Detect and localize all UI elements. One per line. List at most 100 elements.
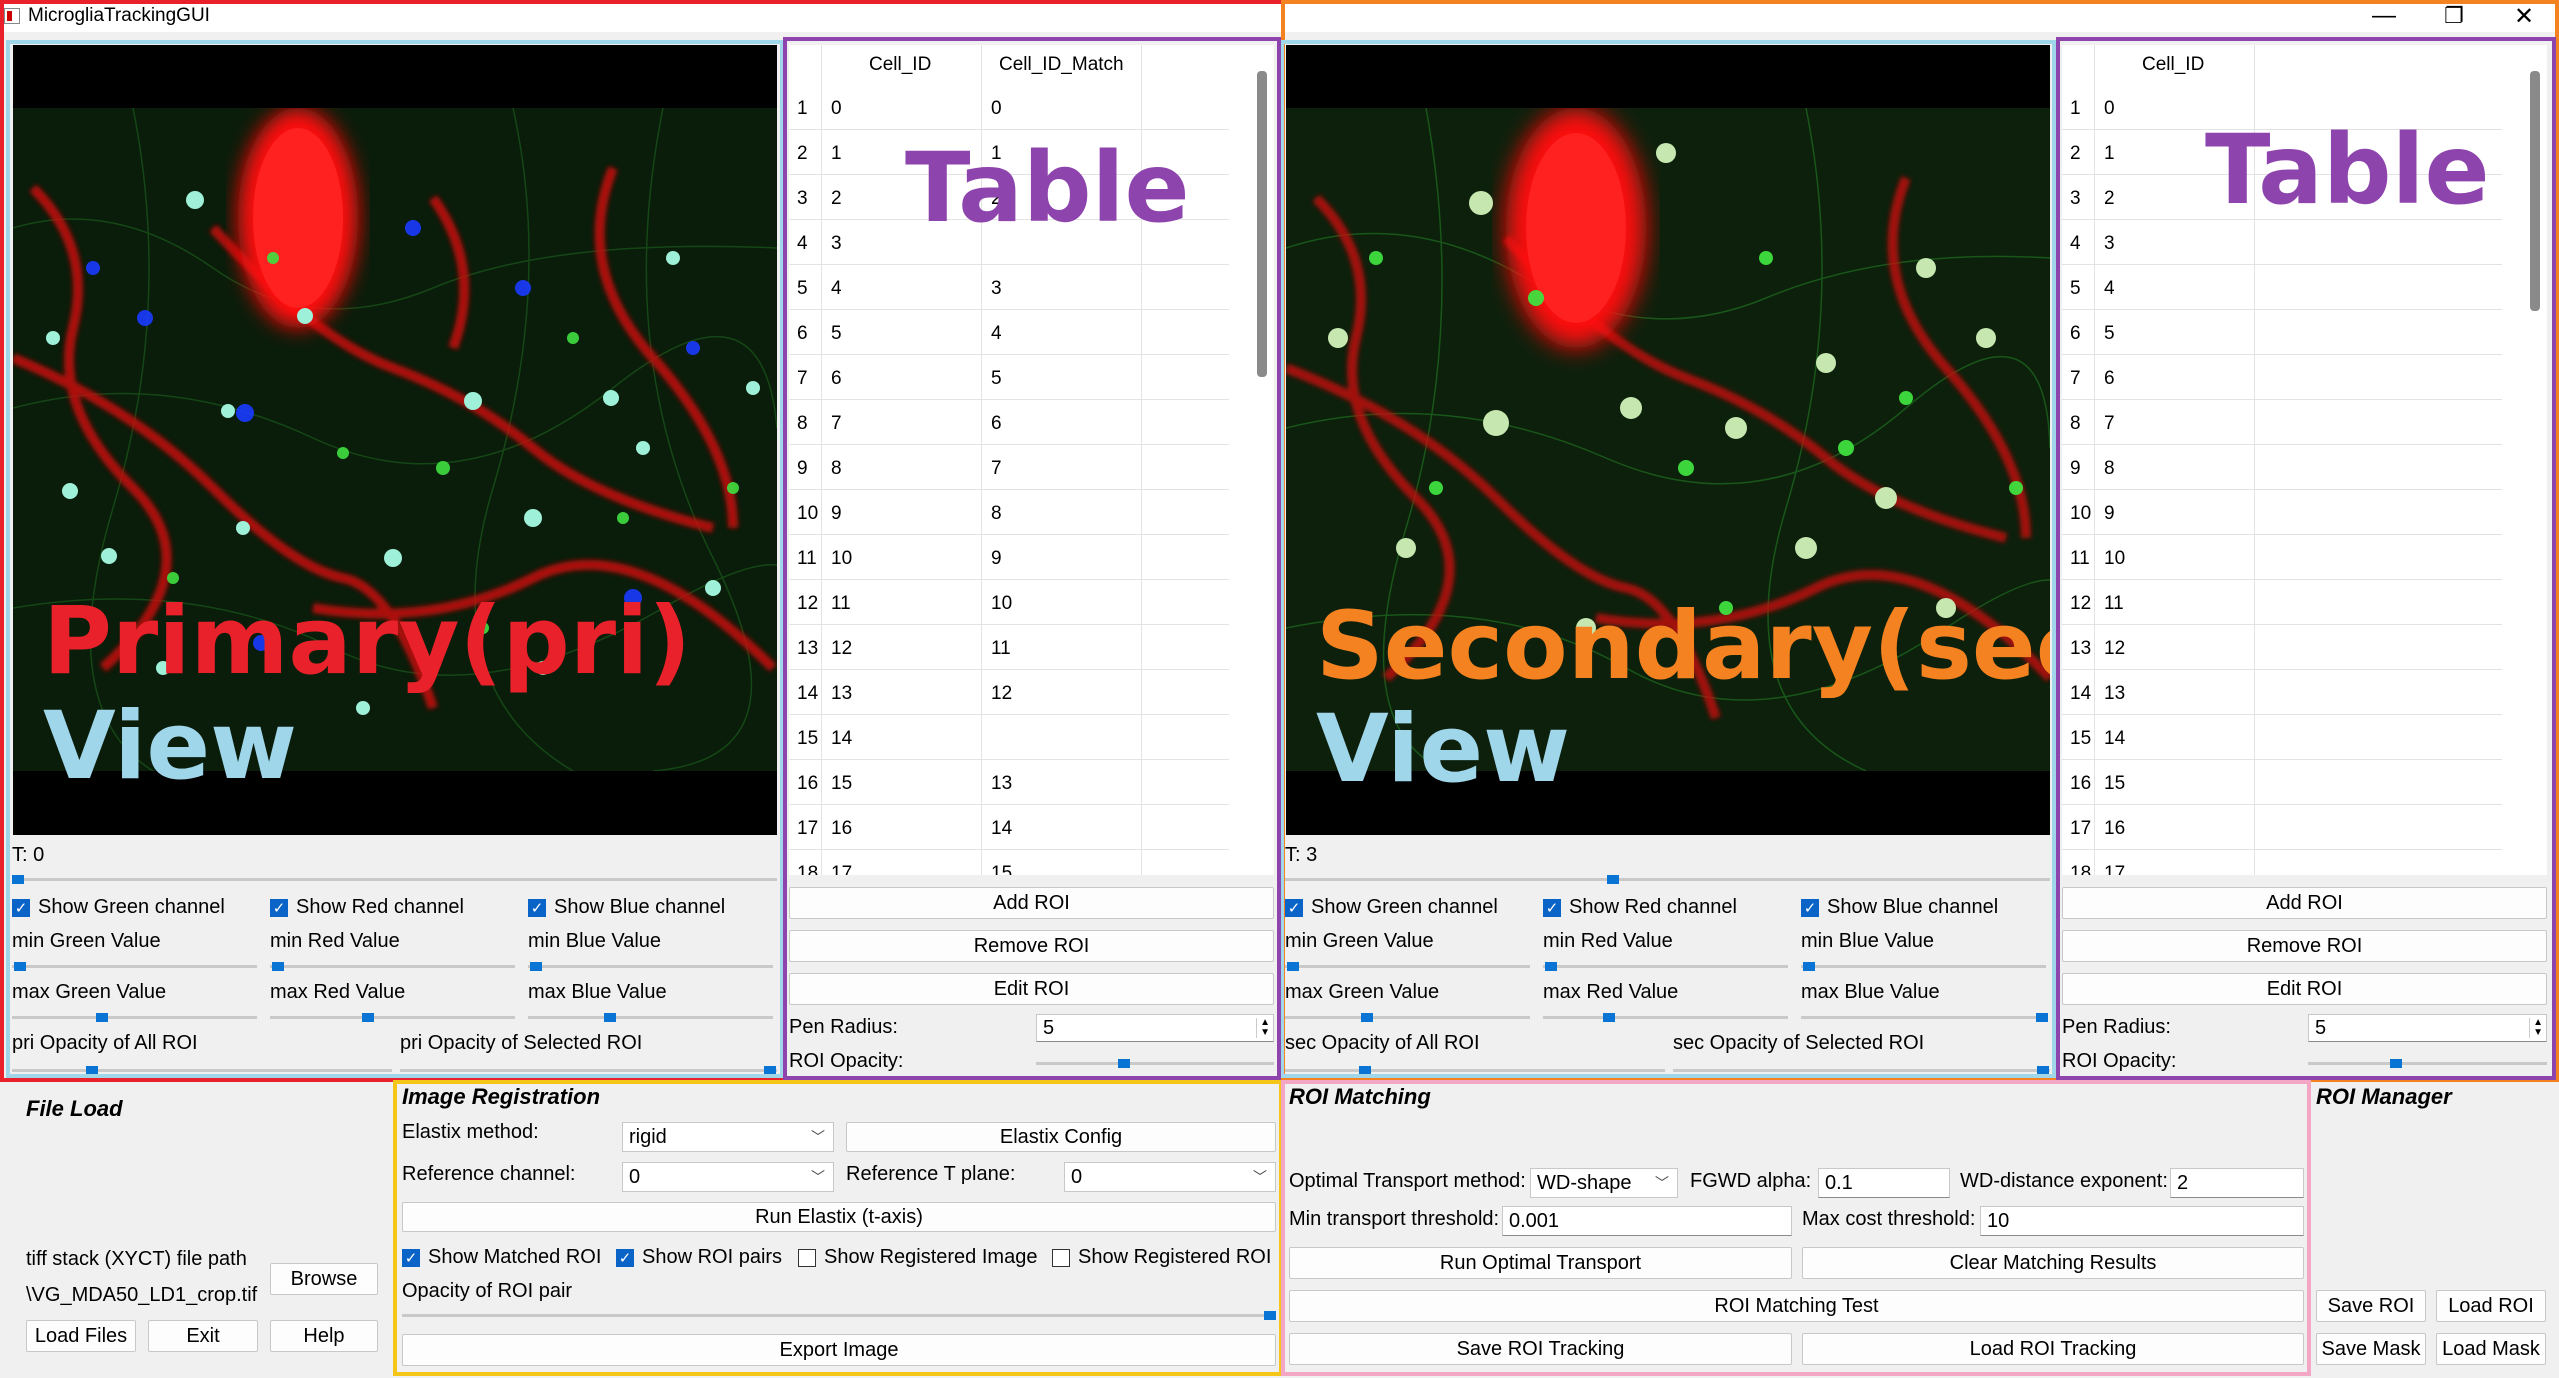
- table-cell[interactable]: 17: [2104, 863, 2126, 875]
- load-roi-button[interactable]: Load ROI: [2436, 1290, 2546, 1322]
- table-cell[interactable]: 11: [831, 593, 851, 614]
- sec-pen-radius-spinbox[interactable]: 5 ▲ ▼: [2308, 1014, 2547, 1042]
- table-cell[interactable]: 0: [991, 98, 1002, 119]
- table-row-index[interactable]: 15: [797, 728, 819, 749]
- primary-t-slider[interactable]: [12, 878, 777, 881]
- table-row-index[interactable]: 2: [2070, 143, 2081, 164]
- table-cell[interactable]: 5: [2104, 323, 2115, 344]
- primary-max-red-handle[interactable]: [362, 1013, 374, 1022]
- sec-add-roi-button[interactable]: Add ROI: [2062, 887, 2547, 919]
- table-cell[interactable]: 2: [2104, 188, 2115, 209]
- table-cell[interactable]: 8: [991, 503, 1002, 524]
- table-cell[interactable]: 14: [831, 728, 853, 749]
- secondary-max-green-handle[interactable]: [1361, 1013, 1373, 1022]
- secondary-table-scrollbar[interactable]: [2530, 71, 2540, 311]
- secondary-t-slider[interactable]: [1285, 878, 2050, 881]
- table-row-index[interactable]: 11: [797, 548, 817, 569]
- table-cell[interactable]: 3: [991, 278, 1002, 299]
- secondary-min-green-slider[interactable]: [1285, 965, 1530, 968]
- min-transport-input[interactable]: 0.001: [1502, 1206, 1792, 1236]
- table-row-index[interactable]: 8: [2070, 413, 2081, 434]
- table-row-index[interactable]: 6: [2070, 323, 2081, 344]
- opacity-roi-pair-handle[interactable]: [1264, 1311, 1276, 1320]
- table-row-index[interactable]: 14: [2070, 683, 2092, 704]
- secondary-micrograph[interactable]: [1286, 107, 2050, 772]
- primary-max-blue-handle[interactable]: [604, 1013, 616, 1022]
- pri-add-roi-button[interactable]: Add ROI: [789, 887, 1274, 919]
- load-mask-button[interactable]: Load Mask: [2436, 1333, 2546, 1365]
- table-row-index[interactable]: 13: [797, 638, 819, 659]
- table-cell[interactable]: 1: [831, 143, 842, 164]
- table-row-index[interactable]: 5: [797, 278, 808, 299]
- primary-micrograph[interactable]: [13, 107, 777, 772]
- table-row-index[interactable]: 17: [2070, 818, 2092, 839]
- help-button[interactable]: Help: [270, 1320, 378, 1352]
- table-row-index[interactable]: 8: [797, 413, 808, 434]
- table-cell[interactable]: 9: [831, 503, 842, 524]
- table-cell[interactable]: 1: [2104, 143, 2115, 164]
- export-image-button[interactable]: Export Image: [402, 1334, 1276, 1366]
- table-cell[interactable]: 0: [2104, 98, 2115, 119]
- sec-remove-roi-button[interactable]: Remove ROI: [2062, 930, 2547, 962]
- primary-max-green-slider[interactable]: [12, 1016, 257, 1019]
- clear-matching-results-button[interactable]: Clear Matching Results: [1802, 1247, 2304, 1279]
- elastix-method-select[interactable]: rigid ﹀: [622, 1122, 834, 1152]
- table-row-index[interactable]: 9: [2070, 458, 2081, 479]
- table-cell[interactable]: 8: [831, 458, 842, 479]
- table-row-index[interactable]: 16: [2070, 773, 2092, 794]
- secondary-min-blue-slider[interactable]: [1801, 965, 2046, 968]
- ref-t-plane-select[interactable]: 0 ﹀: [1064, 1162, 1276, 1192]
- table-row-index[interactable]: 6: [797, 323, 808, 344]
- table-row-index[interactable]: 18: [2070, 863, 2092, 875]
- table-cell[interactable]: 12: [991, 683, 1013, 704]
- primary-show-green-checkbox[interactable]: ✓ Show Green channel: [12, 896, 225, 919]
- table-cell[interactable]: 13: [831, 683, 853, 704]
- table-cell[interactable]: 14: [2104, 728, 2126, 749]
- table-row-index[interactable]: 12: [2070, 593, 2092, 614]
- table-row-index[interactable]: 17: [797, 818, 819, 839]
- primary-opacity-all-handle[interactable]: [86, 1066, 98, 1075]
- table-cell[interactable]: 6: [831, 368, 842, 389]
- fgwd-alpha-input[interactable]: 0.1: [1818, 1168, 1950, 1198]
- table-cell[interactable]: 11: [991, 638, 1011, 659]
- table-cell[interactable]: 9: [2104, 503, 2115, 524]
- secondary-max-blue-handle[interactable]: [2036, 1013, 2048, 1022]
- secondary-image-view[interactable]: Secondary(sec) View: [1286, 45, 2050, 835]
- table-row-index[interactable]: 15: [2070, 728, 2092, 749]
- table-row-index[interactable]: 13: [2070, 638, 2092, 659]
- pri-pen-radius-spinbox[interactable]: 5 ▲ ▼: [1036, 1014, 1274, 1042]
- run-elastix-button[interactable]: Run Elastix (t-axis): [402, 1202, 1276, 1232]
- primary-max-green-handle[interactable]: [96, 1013, 108, 1022]
- file-path-value[interactable]: \VG_MDA50_LD1_crop.tif: [26, 1284, 258, 1306]
- table-row-index[interactable]: 10: [797, 503, 819, 524]
- primary-min-green-slider[interactable]: [12, 965, 257, 968]
- save-roi-tracking-button[interactable]: Save ROI Tracking: [1289, 1333, 1792, 1365]
- table-cell[interactable]: 15: [991, 863, 1013, 875]
- primary-t-slider-handle[interactable]: [12, 875, 24, 884]
- secondary-max-red-slider[interactable]: [1543, 1016, 1788, 1019]
- table-cell[interactable]: 6: [991, 413, 1002, 434]
- sec-roi-opacity-handle[interactable]: [2390, 1059, 2402, 1068]
- secondary-show-green-checkbox[interactable]: ✓ Show Green channel: [1285, 896, 1498, 919]
- secondary-max-green-slider[interactable]: [1285, 1016, 1530, 1019]
- table-cell[interactable]: 7: [991, 458, 1002, 479]
- show-matched-roi-checkbox[interactable]: ✓ Show Matched ROI: [402, 1246, 601, 1269]
- secondary-max-red-handle[interactable]: [1603, 1013, 1615, 1022]
- table-cell[interactable]: 10: [2104, 548, 2126, 569]
- primary-min-blue-handle[interactable]: [530, 962, 542, 971]
- table-cell[interactable]: 7: [2104, 413, 2115, 434]
- secondary-opacity-all-handle[interactable]: [1359, 1066, 1371, 1075]
- table-row-index[interactable]: 1: [2070, 98, 2081, 119]
- primary-show-blue-checkbox[interactable]: ✓ Show Blue channel: [528, 896, 725, 919]
- table-cell[interactable]: 10: [831, 548, 853, 569]
- table-row-index[interactable]: 10: [2070, 503, 2092, 524]
- table-cell[interactable]: 4: [991, 323, 1002, 344]
- load-roi-tracking-button[interactable]: Load ROI Tracking: [1802, 1333, 2304, 1365]
- table-cell[interactable]: 14: [991, 818, 1013, 839]
- pri-table-header-cell-id[interactable]: Cell_ID: [869, 54, 932, 75]
- table-cell[interactable]: 5: [831, 323, 842, 344]
- table-cell[interactable]: 4: [2104, 278, 2115, 299]
- secondary-min-red-slider[interactable]: [1543, 965, 1788, 968]
- table-cell[interactable]: 11: [2104, 593, 2124, 614]
